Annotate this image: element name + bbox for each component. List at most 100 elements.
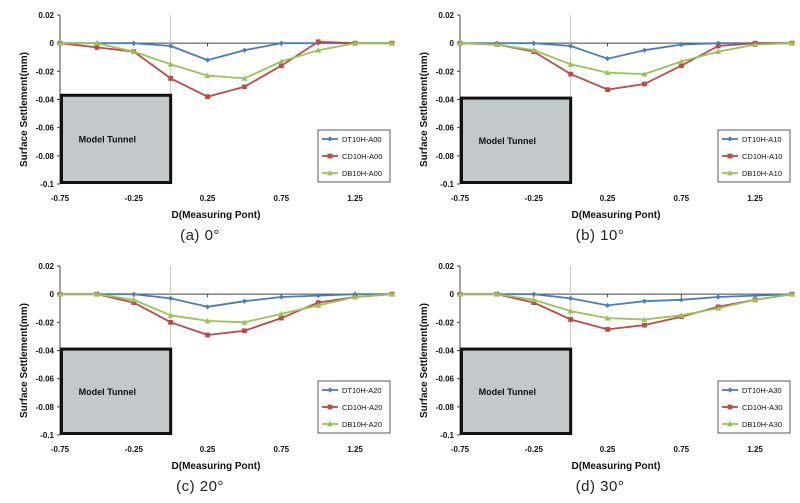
chart-panel-b: 0.02 0 -0.02 -0.04 -0.06 -0.08 -0.1 -0.75 -0.25 0… xyxy=(400,0,800,251)
legend-label: DT10H-A20 xyxy=(342,386,382,395)
point-square xyxy=(568,317,574,322)
legend-label: DT10H-A30 xyxy=(742,386,782,395)
point-diamond xyxy=(531,40,537,46)
x-tick-label: 1.25 xyxy=(747,445,763,454)
model-tunnel-label: Model Tunnel xyxy=(479,387,536,397)
point-diamond xyxy=(715,40,721,46)
y-tick-label: -0.06 xyxy=(436,375,455,384)
y-tick-label: -0.1 xyxy=(440,431,454,440)
legend-label: DT10H-A00 xyxy=(342,135,382,144)
model-tunnel-box xyxy=(60,93,173,184)
point-triangle xyxy=(315,47,322,53)
series-line xyxy=(459,42,793,75)
x-tick-label: -0.25 xyxy=(525,445,544,454)
point-square xyxy=(727,153,733,159)
x-tick-label: -0.25 xyxy=(525,194,544,203)
y-tick-label: -0.04 xyxy=(36,96,55,105)
y-tick-label: 0.02 xyxy=(38,11,54,20)
y-axis-title: Surface Settlement(mm) xyxy=(419,303,430,418)
point-triangle xyxy=(493,41,500,47)
point-triangle xyxy=(327,421,333,427)
model-tunnel-label: Model Tunnel xyxy=(79,135,136,145)
point-diamond xyxy=(204,304,211,310)
x-axis-title: D(Measuring Pont) xyxy=(172,210,261,221)
y-tick-label: -0.06 xyxy=(436,124,455,133)
series-line xyxy=(60,293,392,308)
x-tick-label: 1.25 xyxy=(347,194,363,203)
point-square xyxy=(205,94,210,100)
x-tick-label: 0.25 xyxy=(600,445,616,454)
point-triangle xyxy=(57,40,63,46)
point-diamond xyxy=(241,47,248,53)
model-tunnel-label: Model Tunnel xyxy=(479,136,536,146)
point-square xyxy=(278,315,284,321)
y-tick-label: -0.06 xyxy=(36,124,55,133)
x-axis-title: D(Measuring Pont) xyxy=(572,461,661,472)
chart-panel-a: 0.02 0 -0.02 -0.04 -0.06 -0.08 -0.1 -0.75 -0.25 0… xyxy=(0,0,400,251)
y-tick-label: -0.02 xyxy=(436,318,455,327)
model-tunnel-box xyxy=(460,347,573,435)
point-triangle xyxy=(752,296,759,303)
chart-svg: 0.02 0 -0.02 -0.04 -0.06 -0.08 -0.1 -0.75 -0.25 0… xyxy=(19,262,395,472)
point-triangle xyxy=(204,317,211,324)
point-triangle xyxy=(315,302,322,308)
legend-label: CD10H-A10 xyxy=(742,152,782,161)
point-square xyxy=(568,71,574,77)
point-square xyxy=(205,332,210,338)
point-square xyxy=(605,326,610,332)
point-triangle xyxy=(389,40,395,46)
y-tick-label: -0.08 xyxy=(436,152,455,161)
point-square xyxy=(242,328,247,334)
point-diamond xyxy=(241,298,248,304)
point-triangle xyxy=(327,170,333,176)
x-tick-label: 0.75 xyxy=(274,194,290,203)
point-triangle xyxy=(57,291,63,297)
point-triangle xyxy=(167,61,174,67)
chart-caption: (c) 20° xyxy=(176,478,224,495)
x-tick-label: -0.75 xyxy=(451,445,470,454)
x-tick-label: 0.75 xyxy=(274,445,290,454)
y-tick-label: 0.02 xyxy=(438,11,454,20)
point-diamond xyxy=(568,43,574,49)
y-tick-label: 0.02 xyxy=(38,262,54,271)
point-triangle xyxy=(352,293,359,300)
series-line xyxy=(59,40,392,98)
point-triangle xyxy=(278,58,285,64)
point-triangle xyxy=(678,58,685,64)
x-tick-label: 0.25 xyxy=(200,445,216,454)
chart-caption: (d) 30° xyxy=(575,478,625,495)
x-tick-label: 0.75 xyxy=(674,445,690,454)
y-axis-title: Surface Settlement(mm) xyxy=(419,52,430,167)
x-tick-label: -0.75 xyxy=(51,194,70,203)
point-triangle xyxy=(457,40,463,46)
point-diamond xyxy=(678,297,684,303)
point-square xyxy=(678,63,684,69)
point-diamond xyxy=(204,57,211,63)
y-tick-label: -0.04 xyxy=(436,347,455,356)
point-square xyxy=(715,43,721,49)
point-diamond xyxy=(315,292,321,299)
point-triangle xyxy=(641,316,648,322)
x-tick-label: 0.75 xyxy=(674,194,690,203)
series-line xyxy=(60,293,393,336)
x-tick-label: 0.25 xyxy=(200,194,216,203)
legend-label: DB10H-A20 xyxy=(342,420,382,429)
point-diamond xyxy=(715,294,721,300)
point-square xyxy=(327,153,333,159)
point-triangle xyxy=(727,421,733,427)
series-line xyxy=(60,42,392,80)
point-triangle xyxy=(352,40,359,46)
chart-svg: 0.02 0 -0.02 -0.04 -0.06 -0.08 -0.1 -0.75 -0.25 0… xyxy=(19,11,395,221)
model-tunnel-label: Model Tunnel xyxy=(79,387,136,397)
point-triangle xyxy=(715,48,722,55)
point-triangle xyxy=(389,291,395,297)
series-line xyxy=(460,293,793,321)
legend-label: DB10H-A30 xyxy=(742,420,782,429)
point-triangle xyxy=(493,291,500,297)
point-diamond xyxy=(604,56,611,62)
y-tick-label: -0.06 xyxy=(36,375,55,384)
point-diamond xyxy=(168,295,174,301)
point-triangle xyxy=(130,296,137,303)
point-triangle xyxy=(93,291,100,297)
point-square xyxy=(242,84,247,90)
